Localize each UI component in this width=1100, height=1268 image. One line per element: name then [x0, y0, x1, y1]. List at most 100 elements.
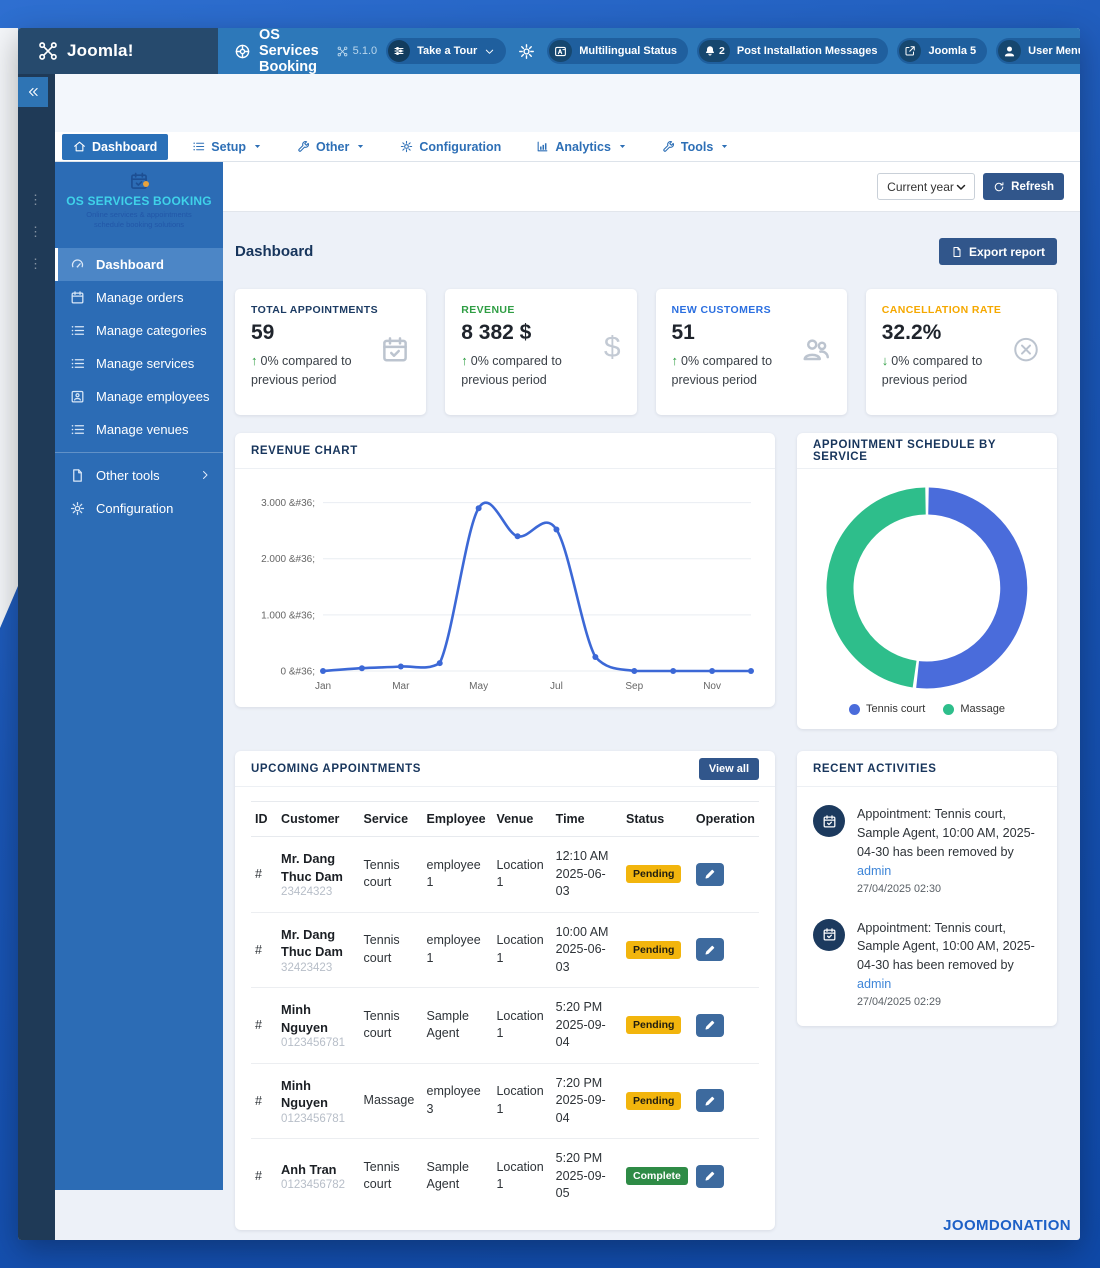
user-menu-button[interactable]: User Menu	[996, 38, 1080, 64]
view-all-button[interactable]: View all	[698, 757, 759, 780]
sidebar-item-manage-services[interactable]: Manage services	[55, 347, 223, 380]
language-icon	[549, 40, 573, 62]
edit-appointment-button[interactable]	[695, 1164, 724, 1188]
stat-trend: ↓ 0% compared to previous period	[881, 353, 983, 387]
edit-appointment-button[interactable]	[695, 938, 724, 962]
stat-value: 59	[251, 321, 275, 344]
pencil-icon	[704, 868, 716, 880]
sidebar-item-manage-categories[interactable]: Manage categories	[55, 314, 223, 347]
customer-name: Mr. Dang Thuc Dam	[281, 851, 343, 884]
status-badge: Pending	[626, 1091, 682, 1110]
header-spacer	[55, 74, 1080, 132]
gauge-icon	[70, 257, 85, 272]
activity-calendar-icon	[813, 805, 845, 837]
trend-arrow-icon: ↑	[461, 353, 468, 368]
svg-text:Jul: Jul	[550, 681, 563, 692]
dashboard-content: Dashboard Export report TOTAL APPOINTMEN…	[223, 212, 1080, 1230]
svg-text:Jan: Jan	[315, 681, 331, 692]
collapsed-menu-icon[interactable]: ⋮	[29, 192, 42, 207]
activity-timestamp: 27/04/2025 02:29	[857, 996, 942, 1009]
gear-icon	[70, 501, 85, 516]
sidebar-item-other-tools[interactable]: Other tools	[55, 459, 223, 492]
activity-item: Appointment: Tennis court, Sample Agent,…	[797, 793, 1057, 907]
period-select[interactable]: Current year	[877, 173, 976, 200]
admin-link[interactable]: admin	[857, 863, 892, 878]
joomdonation-brand: JOOMDONATION	[943, 1217, 1071, 1234]
table-row: # Mr. Dang Thuc Dam 32423423 Tennis court…	[251, 912, 759, 988]
trend-arrow-icon: ↓	[881, 353, 889, 368]
period-toolbar: Current year Refresh	[223, 162, 1080, 212]
wrench-icon	[297, 140, 310, 153]
svg-text:Sep: Sep	[625, 681, 643, 692]
chevron-right-icon	[199, 469, 211, 481]
chevron-down-icon	[720, 142, 729, 151]
stat-trend: ↑ 0% compared to previous period	[251, 353, 352, 387]
status-badge: Pending	[626, 865, 682, 884]
stat-cards: TOTAL APPOINTMENTS 59 ↑ 0% compared to pr…	[235, 289, 1057, 415]
x-circle-icon	[1011, 335, 1041, 365]
tab-configuration[interactable]: Configuration	[389, 134, 512, 160]
sidebar-item-dashboard[interactable]: Dashboard	[55, 247, 223, 281]
background-wedge	[0, 28, 18, 628]
tour-icon	[388, 40, 411, 62]
sidebar-toggle-button[interactable]	[18, 77, 48, 107]
sidebar-item-manage-venues[interactable]: Manage venues	[55, 413, 223, 446]
export-report-button[interactable]: Export report	[938, 238, 1057, 265]
revenue-chart-panel: REVENUE CHART 0 &#36; 1.000 &#36; 2.000 &#…	[235, 433, 775, 707]
joomla-logo-text: Joomla!	[67, 41, 134, 60]
joomla-version-icon	[337, 46, 348, 57]
sidebar-menu: Dashboard Manage orders Manage categorie…	[55, 247, 223, 525]
tab-dashboard[interactable]: Dashboard	[62, 133, 169, 160]
top-bar: Joomla! OS Services Booking 5.1.0 Take a…	[18, 28, 1080, 75]
multilingual-status-button[interactable]: Multilingual Status	[547, 38, 689, 64]
svg-text:2.000 &#36;: 2.000 &#36;	[261, 554, 315, 565]
file-icon	[70, 468, 85, 483]
legend-dot	[943, 703, 955, 715]
list-icon	[70, 356, 85, 371]
stat-label: CANCELLATION RATE	[881, 304, 1002, 316]
status-badge: Pending	[626, 1016, 682, 1035]
sidebar-divider	[55, 451, 223, 453]
calendar-check-icon	[380, 335, 410, 365]
chevron-down-icon	[955, 181, 967, 193]
settings-gear-icon[interactable]	[518, 43, 535, 60]
sidebar-item-manage-orders[interactable]: Manage orders	[55, 281, 223, 314]
tab-tools[interactable]: Tools	[651, 134, 740, 160]
top-bar-main: OS Services Booking 5.1.0 Take a Tour Mu…	[218, 28, 1080, 75]
take-a-tour-button[interactable]: Take a Tour	[386, 38, 507, 64]
refresh-icon	[993, 181, 1005, 193]
chevron-down-icon	[253, 142, 262, 151]
edit-appointment-button[interactable]	[695, 1089, 724, 1113]
customer-name: Minh Nguyen	[281, 1002, 328, 1035]
col-employee: Employee	[422, 801, 493, 837]
appointments-table: ID Customer Service Employee Venue Time …	[251, 801, 759, 1214]
post-installation-messages-button[interactable]: 2 Post Installation Messages	[697, 38, 889, 64]
legend-item-massage: Massage	[943, 703, 1005, 715]
customer-phone: 0123456781	[281, 1037, 346, 1050]
admin-link[interactable]: admin	[857, 977, 892, 992]
col-venue: Venue	[492, 801, 552, 837]
tab-setup[interactable]: Setup	[181, 134, 273, 160]
schedule-chart-title: APPOINTMENT SCHEDULE BY SERVICE	[813, 438, 996, 463]
page-title: Dashboard	[235, 243, 314, 260]
app-window: Joomla! OS Services Booking 5.1.0 Take a…	[18, 28, 1080, 1240]
tab-other[interactable]: Other	[286, 134, 376, 160]
chevron-down-icon	[618, 142, 627, 151]
tab-analytics[interactable]: Analytics	[525, 134, 638, 160]
joomla5-link-button[interactable]: Joomla 5	[897, 38, 988, 64]
trend-arrow-icon: ↑	[671, 353, 679, 368]
refresh-button[interactable]: Refresh	[983, 173, 1064, 200]
sidebar-item-configuration[interactable]: Configuration	[55, 492, 223, 525]
edit-appointment-button[interactable]	[695, 1013, 724, 1037]
collapsed-menu-icon[interactable]: ⋮	[29, 224, 42, 239]
sidebar-item-manage-employees[interactable]: Manage employees	[55, 380, 223, 413]
main-area: Current year Refresh Dashboard Export re…	[223, 162, 1080, 1240]
edit-appointment-button[interactable]	[695, 862, 724, 886]
stat-label: REVENUE	[461, 304, 515, 316]
collapsed-menu-icon[interactable]: ⋮	[29, 256, 42, 271]
tour-label: Take a Tour	[417, 45, 478, 57]
svg-text:0 &#36;: 0 &#36;	[281, 667, 315, 678]
users-icon	[801, 335, 831, 365]
pencil-icon	[704, 1095, 716, 1107]
col-status: Status	[622, 801, 692, 837]
